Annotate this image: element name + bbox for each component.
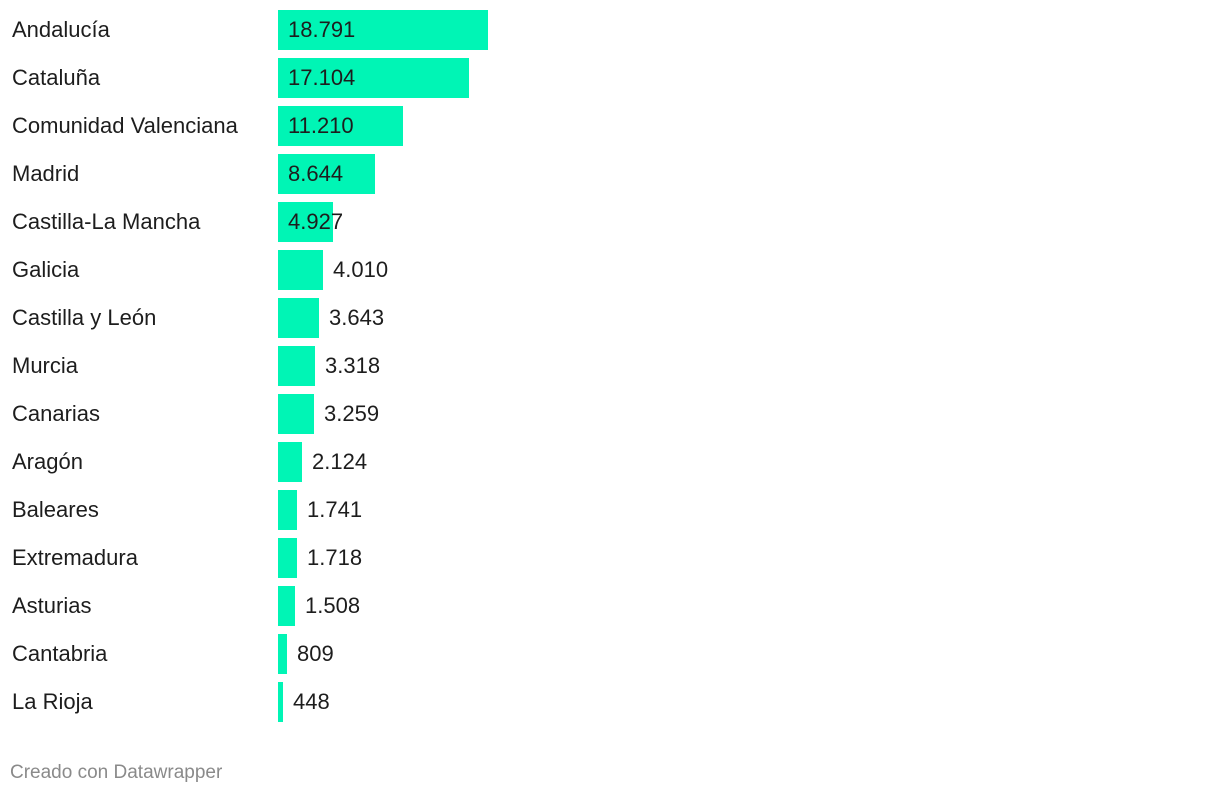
bar <box>278 634 287 674</box>
category-label: Andalucía <box>12 17 110 42</box>
bar <box>278 106 403 146</box>
category-label: Canarias <box>12 401 101 426</box>
value-label: 4.010 <box>333 257 389 282</box>
value-label: 1.718 <box>307 545 363 570</box>
chart-row: Cantabria 809 <box>0 634 1220 682</box>
bar <box>278 10 488 50</box>
value-label: 4.927 <box>288 209 344 234</box>
value-label: 3.318 <box>325 353 381 378</box>
value-label: 809 <box>297 641 334 666</box>
chart-row: Aragón 2.124 <box>0 442 1220 490</box>
value-label: 1.508 <box>305 593 361 618</box>
bar <box>278 538 297 578</box>
category-label: Madrid <box>12 161 80 186</box>
category-label: Murcia <box>12 353 79 378</box>
chart-row: Baleares 1.741 <box>0 490 1220 538</box>
value-label: 8.644 <box>288 161 344 186</box>
chart-row: Canarias 3.259 <box>0 394 1220 442</box>
category-label: Aragón <box>12 449 83 474</box>
chart-row: Extremadura 1.718 <box>0 538 1220 586</box>
value-label: 17.104 <box>288 65 356 90</box>
chart-row: Castilla-La Mancha 4.927 <box>0 202 1220 250</box>
chart-row: Castilla y León 3.643 <box>0 298 1220 346</box>
category-label: Castilla-La Mancha <box>12 209 201 234</box>
bar <box>278 442 302 482</box>
value-label: 1.741 <box>307 497 363 522</box>
category-label: La Rioja <box>12 689 93 714</box>
category-label: Cataluña <box>12 65 101 90</box>
bar <box>278 250 323 290</box>
value-label: 3.259 <box>324 401 380 426</box>
category-label: Baleares <box>12 497 99 522</box>
value-label: 2.124 <box>312 449 368 474</box>
category-label: Extremadura <box>12 545 138 570</box>
bar <box>278 202 333 242</box>
datawrapper-credit: Creado con Datawrapper <box>10 762 223 783</box>
bar-chart: Andalucía 18.791 Cataluña 17.104 Comunidad V… <box>0 10 1220 730</box>
bar <box>278 394 314 434</box>
category-label: Cantabria <box>12 641 108 666</box>
chart-row: Galicia 4.010 <box>0 250 1220 298</box>
category-label: Castilla y León <box>12 305 157 330</box>
bar <box>278 58 469 98</box>
bar <box>278 490 297 530</box>
chart-row: Asturias 1.508 <box>0 586 1220 634</box>
chart-row: La Rioja 448 <box>0 682 1220 730</box>
chart-row: Murcia 3.318 <box>0 346 1220 394</box>
value-label: 11.210 <box>288 113 354 138</box>
value-label: 3.643 <box>329 305 385 330</box>
bar <box>278 682 283 722</box>
category-label: Comunidad Valenciana <box>12 113 238 138</box>
chart-row: Madrid 8.644 <box>0 154 1220 202</box>
bar <box>278 346 315 386</box>
bar <box>278 586 295 626</box>
category-label: Asturias <box>12 593 92 618</box>
chart-row: Comunidad Valenciana 11.210 <box>0 106 1220 154</box>
category-label: Galicia <box>12 257 80 282</box>
value-label: 448 <box>293 689 330 714</box>
chart-row: Andalucía 18.791 <box>0 10 1220 58</box>
chart-row: Cataluña 17.104 <box>0 58 1220 106</box>
bar <box>278 154 375 194</box>
value-label: 18.791 <box>288 17 356 42</box>
bar <box>278 298 319 338</box>
